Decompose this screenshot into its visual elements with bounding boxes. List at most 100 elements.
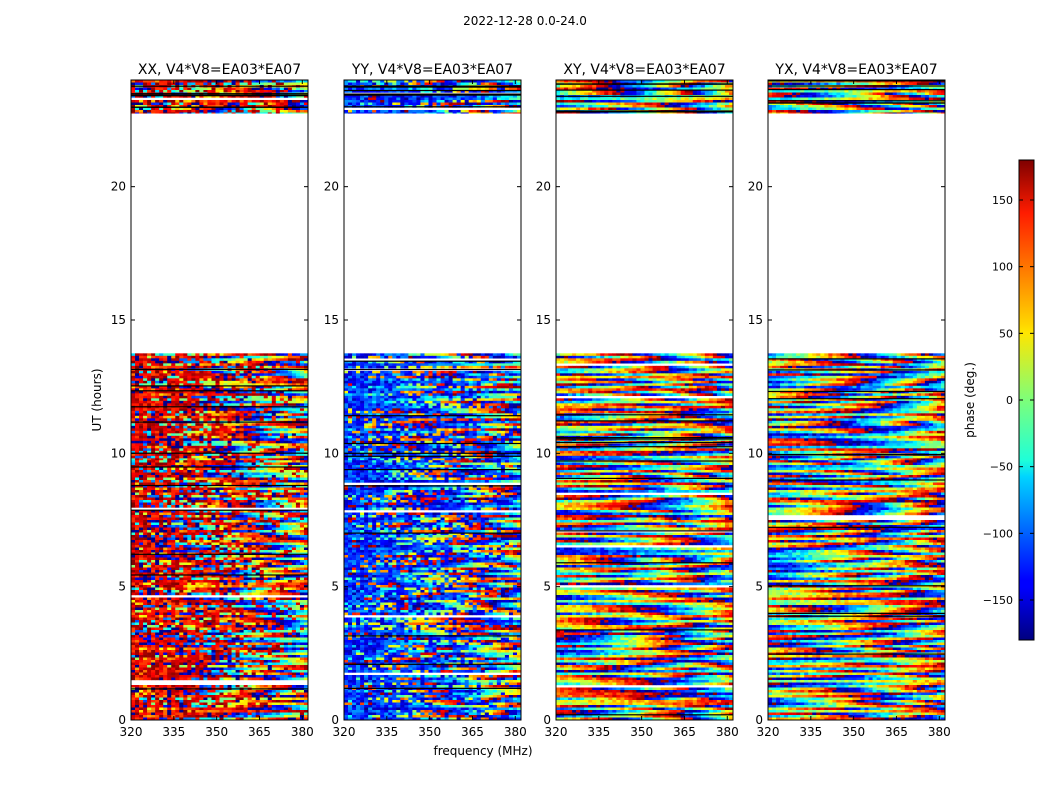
heatmap-cell [207, 510, 212, 513]
heatmap-cell [183, 542, 188, 546]
heatmap-cell [223, 592, 228, 596]
heatmap-cell [247, 522, 252, 526]
heatmap-cell [291, 540, 297, 543]
heatmap-cell [227, 697, 232, 701]
heatmap-cell [179, 470, 184, 473]
heatmap-cell [179, 575, 184, 578]
heatmap-cell [135, 620, 140, 623]
heatmap-cell [139, 582, 144, 586]
heatmap-cell [275, 487, 281, 491]
heatmap-cell [151, 547, 156, 551]
heatmap-cell [155, 510, 160, 513]
heatmap-cell [195, 542, 200, 546]
heatmap-cell [207, 505, 212, 508]
heatmap-cell [211, 612, 216, 616]
heatmap-cell [135, 700, 140, 703]
heatmap-cell [239, 625, 244, 628]
heatmap-cell [231, 570, 236, 573]
heatmap-cell [283, 535, 289, 538]
heatmap-cell [251, 575, 256, 578]
heatmap-cell [247, 465, 252, 468]
heatmap-cell [179, 537, 184, 541]
heatmap-cell [183, 690, 188, 693]
heatmap-cell [299, 652, 305, 656]
heatmap-cell [239, 358, 244, 362]
heatmap-cell [299, 660, 305, 663]
heatmap-cell [167, 620, 172, 623]
heatmap-cell [227, 707, 232, 711]
heatmap-cell [235, 622, 240, 626]
heatmap-cell [283, 602, 289, 606]
heatmap-cell [295, 470, 301, 473]
heatmap-cell [251, 373, 256, 377]
heatmap-cell [183, 597, 188, 601]
heatmap-cell [223, 715, 228, 718]
heatmap-cell [271, 642, 277, 646]
heatmap-cell [215, 630, 220, 633]
heatmap-cell [167, 370, 172, 374]
heatmap-cell [275, 685, 281, 688]
heatmap-cell [299, 590, 305, 593]
heatmap-cell [195, 460, 200, 463]
heatmap-cell [131, 562, 136, 566]
heatmap-cell [175, 477, 180, 481]
heatmap-cell [243, 485, 248, 488]
heatmap-cell [231, 500, 236, 503]
heatmap-cell [163, 717, 168, 721]
heatmap-cell [251, 635, 256, 638]
heatmap-cell [271, 515, 277, 518]
heatmap-cell [139, 512, 144, 516]
heatmap-cell [199, 592, 204, 596]
heatmap-cell [299, 472, 305, 476]
heatmap-cell [271, 477, 277, 481]
heatmap-cell [135, 385, 140, 389]
heatmap-cell [251, 465, 256, 468]
heatmap-cell [259, 670, 265, 673]
heatmap-cell [259, 365, 265, 369]
heatmap-cell [171, 610, 176, 613]
heatmap-cell [267, 717, 273, 721]
heatmap-cell [131, 715, 136, 718]
heatmap-cell [135, 690, 140, 693]
heatmap-cell [171, 540, 176, 543]
heatmap-cell [179, 370, 184, 374]
heatmap-cell [191, 485, 196, 488]
heatmap-cell [151, 655, 156, 658]
heatmap-cell [271, 517, 277, 521]
heatmap-cell [131, 590, 136, 593]
heatmap-cell [159, 622, 164, 626]
heatmap-cell [211, 465, 216, 468]
heatmap-cell [239, 512, 244, 516]
heatmap-cell [203, 460, 208, 463]
heatmap-cell [231, 378, 236, 382]
heatmap-cell [291, 650, 297, 653]
heatmap-cell [219, 470, 224, 473]
heatmap-cell [211, 647, 216, 651]
heatmap-cell [291, 530, 297, 533]
heatmap-cell [279, 650, 285, 653]
heatmap-cell [219, 592, 224, 596]
heatmap-cell [187, 710, 192, 713]
heatmap-cell [135, 375, 140, 379]
heatmap-cell [223, 485, 228, 488]
heatmap-cell [255, 510, 261, 513]
heatmap-cell [203, 560, 208, 563]
heatmap-cell [199, 472, 204, 476]
heatmap-cell [227, 502, 232, 506]
heatmap-cell [211, 520, 216, 523]
heatmap-cell [267, 495, 273, 498]
heatmap-cell [207, 363, 212, 367]
heatmap-cell [231, 695, 236, 698]
heatmap-cell [283, 462, 289, 466]
heatmap-cell [271, 527, 277, 531]
heatmap-cell [131, 675, 136, 678]
heatmap-cell [263, 640, 269, 643]
heatmap-cell [259, 380, 265, 384]
heatmap-cell [255, 527, 261, 531]
heatmap-0 [131, 80, 309, 721]
heatmap-cell [151, 527, 156, 531]
heatmap-cell [243, 470, 248, 473]
heatmap-cell [263, 492, 269, 496]
heatmap-cell [239, 355, 244, 359]
heatmap-cell [223, 522, 228, 526]
